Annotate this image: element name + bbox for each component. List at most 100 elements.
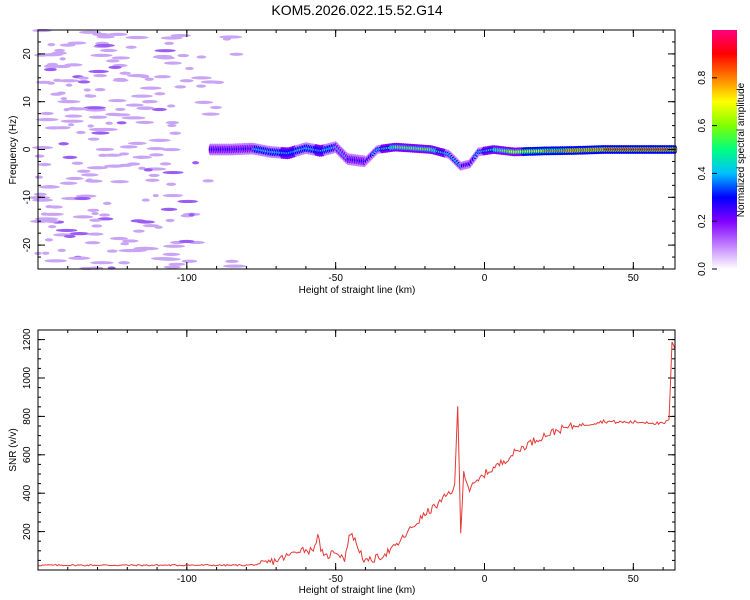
noise-blob	[87, 232, 104, 236]
noise-blob	[194, 100, 214, 104]
noise-blob	[106, 59, 120, 63]
spectrogram-y-tick-label: 10	[22, 96, 33, 108]
snr-y-tick-label: 1000	[22, 366, 33, 389]
noise-blob	[109, 236, 129, 241]
colorbar: 0.0 0.2 0.4 0.6 0.8 Normalized spectral ampl…	[697, 30, 747, 276]
noise-blob	[177, 53, 190, 58]
noise-blob	[111, 56, 131, 60]
spectrogram-y-tick-label: 0	[22, 146, 33, 152]
noise-blob	[162, 170, 184, 175]
noise-blob	[63, 234, 76, 239]
noise-blob	[85, 178, 94, 182]
noise-blob	[192, 161, 200, 165]
noise-blob	[34, 175, 43, 179]
noise-blob	[196, 55, 207, 59]
noise-blob	[153, 75, 172, 79]
noise-blob	[126, 74, 149, 78]
snr-axes: -100 -50 0 50 200 400 600 800 1000 1200	[22, 328, 675, 585]
noise-blob	[99, 48, 118, 53]
noise-blob	[83, 106, 106, 110]
noise-blob	[135, 120, 155, 125]
noise-blob	[91, 131, 110, 135]
noise-blob	[163, 244, 186, 248]
spectrogram-x-tick-label: -100	[177, 273, 197, 284]
noise-blob	[84, 94, 97, 98]
spectrogram-xlabel: Height of straight line (km)	[299, 285, 416, 296]
noise-blob	[143, 168, 153, 172]
noise-blob	[76, 130, 86, 135]
noise-blob	[102, 201, 112, 205]
noise-blob	[119, 71, 132, 75]
noise-blob	[32, 28, 53, 33]
noise-blob	[60, 97, 68, 101]
noise-blob	[95, 147, 115, 152]
noise-blob	[48, 205, 63, 209]
noise-blob	[144, 77, 154, 81]
noise-blob	[141, 198, 150, 202]
noise-blob	[32, 146, 54, 150]
colorbar-tick-label: 0.4	[697, 166, 708, 180]
noise-blob	[69, 232, 90, 236]
colorbar-ticks: 0.0 0.2 0.4 0.6 0.8	[697, 70, 717, 276]
noise-blob	[125, 103, 144, 107]
noise-blob	[65, 176, 84, 181]
noise-blob	[169, 131, 182, 135]
noise-blob	[99, 213, 111, 217]
noise-blob	[93, 73, 108, 78]
noise-blob	[152, 193, 159, 198]
noise-blob	[164, 61, 182, 65]
noise-blob	[116, 121, 127, 125]
noise-blob	[181, 259, 198, 263]
noise-blob	[200, 80, 221, 84]
noise-blob	[79, 30, 102, 34]
noise-blob	[202, 179, 214, 183]
noise-blob	[89, 218, 102, 222]
noise-blob	[115, 107, 126, 112]
noise-blob	[91, 224, 103, 228]
noise-blob	[174, 85, 187, 89]
noise-blob	[188, 213, 195, 217]
spectrogram-y-tick-label: -20	[22, 237, 33, 252]
snr-frame	[37, 329, 676, 571]
noise-blob	[87, 124, 94, 128]
noise-blob	[90, 261, 114, 265]
noise-blob	[38, 162, 52, 167]
noise-blob	[60, 119, 84, 123]
noise-blob	[41, 251, 50, 255]
noise-blob	[229, 52, 244, 56]
noise-blob	[107, 32, 128, 37]
noise-blob	[53, 126, 71, 130]
noise-blob	[161, 147, 181, 152]
noise-blob	[167, 104, 176, 108]
noise-blob	[90, 53, 113, 57]
noise-blob	[222, 264, 247, 268]
noise-blob	[77, 80, 91, 84]
spectrogram-x-tick-label: -50	[328, 273, 343, 284]
noise-blob	[126, 162, 141, 166]
noise-blob	[121, 239, 139, 243]
snr-y-tick-label: 800	[22, 408, 33, 425]
spectrogram-noise	[28, 28, 247, 271]
snr-y-tick-label: 1200	[22, 328, 33, 351]
snr-ylabel: SNR (v/v)	[8, 428, 19, 471]
noise-blob	[119, 145, 138, 149]
noise-blob	[145, 178, 160, 182]
snr-x-tick-label: 0	[482, 574, 488, 585]
noise-blob	[33, 192, 47, 196]
noise-blob	[185, 66, 194, 71]
colorbar-tick-label: 0.0	[697, 262, 708, 276]
noise-blob	[125, 45, 137, 49]
noise-blob	[164, 41, 175, 45]
noise-blob	[44, 259, 67, 263]
noise-blob	[65, 83, 73, 87]
noise-blob	[94, 43, 115, 48]
snr-x-tick-label: -50	[328, 574, 343, 585]
noise-blob	[81, 173, 99, 177]
noise-blob	[32, 198, 54, 202]
noise-blob	[170, 33, 191, 38]
noise-blob	[87, 208, 100, 212]
noise-blob	[74, 196, 91, 201]
noise-blob	[120, 242, 130, 246]
noise-blob	[219, 35, 243, 39]
noise-blob	[163, 265, 181, 269]
